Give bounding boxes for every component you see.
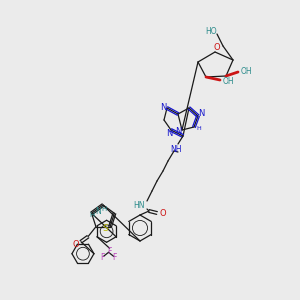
Text: O: O: [160, 208, 166, 217]
Text: F: F: [107, 247, 112, 256]
Text: HN: HN: [133, 202, 145, 211]
Text: H: H: [90, 212, 95, 218]
Text: H: H: [196, 127, 201, 131]
Text: N: N: [166, 128, 172, 137]
Text: F: F: [100, 253, 105, 262]
Text: N: N: [198, 110, 204, 118]
Text: S: S: [102, 224, 108, 233]
Text: HO: HO: [205, 28, 217, 37]
Text: NH: NH: [170, 145, 182, 154]
Text: H: H: [102, 206, 107, 212]
Text: N: N: [175, 127, 181, 136]
Text: OH: OH: [222, 76, 234, 85]
Text: N: N: [160, 103, 166, 112]
Text: F: F: [112, 253, 117, 262]
Text: N: N: [95, 207, 101, 216]
Text: O: O: [73, 240, 79, 249]
Text: OH: OH: [240, 68, 252, 76]
Text: O: O: [214, 44, 220, 52]
